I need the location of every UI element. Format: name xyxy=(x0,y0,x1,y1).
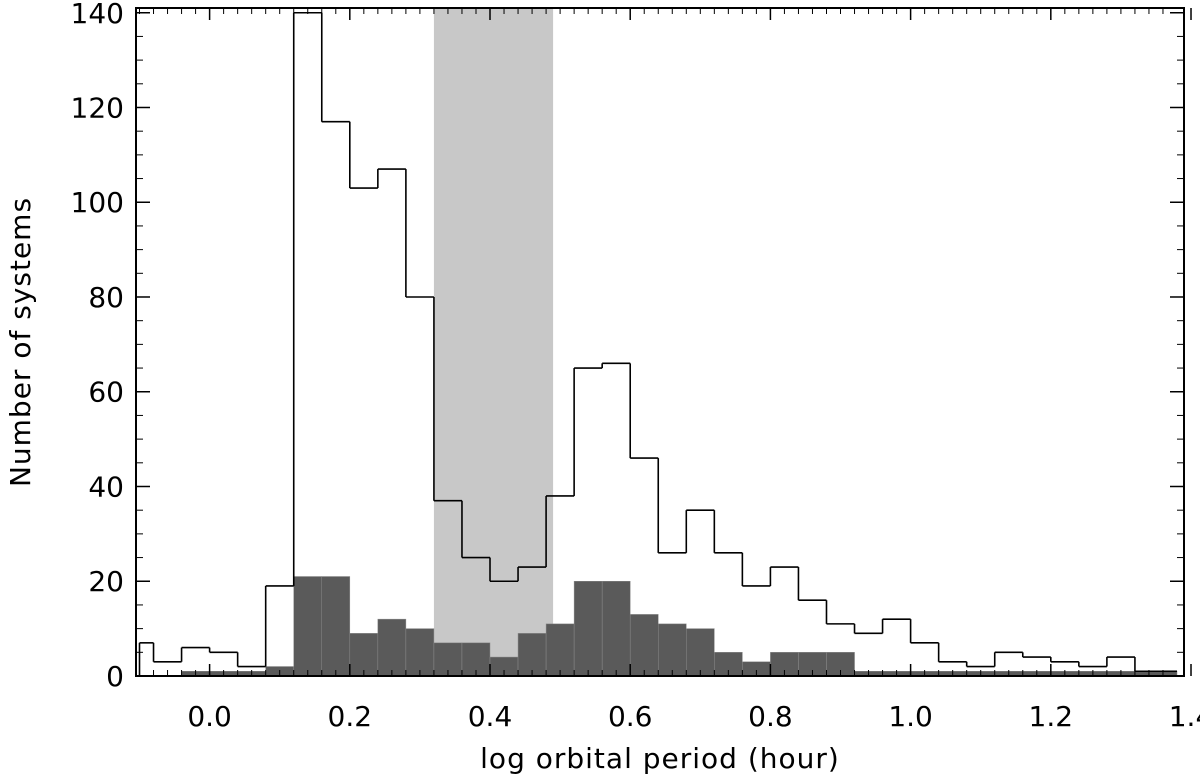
period-gap-layer xyxy=(433,8,554,676)
filled-bar xyxy=(349,633,379,677)
y-tick-label: 20 xyxy=(88,565,124,598)
x-tick-label: 0.8 xyxy=(748,700,793,733)
open-histogram-layer xyxy=(138,11,1177,676)
filled-bar xyxy=(573,580,603,677)
filled-bar xyxy=(601,580,631,677)
filled-bar xyxy=(657,623,687,677)
x-tick-label: 1.0 xyxy=(888,700,933,733)
x-tick-label: 1.4 xyxy=(1169,700,1200,733)
y-tick-label: 120 xyxy=(71,91,124,124)
x-tick-label: 0.2 xyxy=(328,700,373,733)
x-axis-title: log orbital period (hour) xyxy=(480,742,840,775)
filled-bar xyxy=(293,576,323,677)
filled-bar xyxy=(377,618,407,677)
y-tick-label: 40 xyxy=(88,470,124,503)
period-gap-band xyxy=(433,8,554,676)
x-tick-label: 0.4 xyxy=(468,700,513,733)
y-tick-label: 100 xyxy=(71,186,124,219)
x-tick-label: 1.2 xyxy=(1029,700,1074,733)
y-tick-label: 0 xyxy=(106,660,124,693)
filled-bar xyxy=(321,576,351,677)
filled-bar xyxy=(629,614,659,677)
x-tick-label: 0.0 xyxy=(187,700,232,733)
filled-histogram-layer xyxy=(181,576,1178,677)
y-tick-labels: 0 20 40 60 80 100 120 140 xyxy=(71,0,124,693)
filled-bar xyxy=(517,633,547,677)
x-tick-labels: 0.0 0.2 0.4 0.6 0.8 1.0 1.2 1.4 xyxy=(187,700,1200,733)
y-tick-label: 80 xyxy=(88,281,124,314)
filled-bar xyxy=(405,628,435,677)
y-tick-label: 60 xyxy=(88,376,124,409)
axis-ticks xyxy=(136,8,1192,677)
y-tick-label: 140 xyxy=(71,0,124,30)
y-axis-title: Number of systems xyxy=(4,197,37,487)
x-tick-label: 0.6 xyxy=(608,700,653,733)
plot-frame xyxy=(135,7,1185,677)
filled-bar xyxy=(686,628,715,677)
filled-bar xyxy=(545,623,575,677)
